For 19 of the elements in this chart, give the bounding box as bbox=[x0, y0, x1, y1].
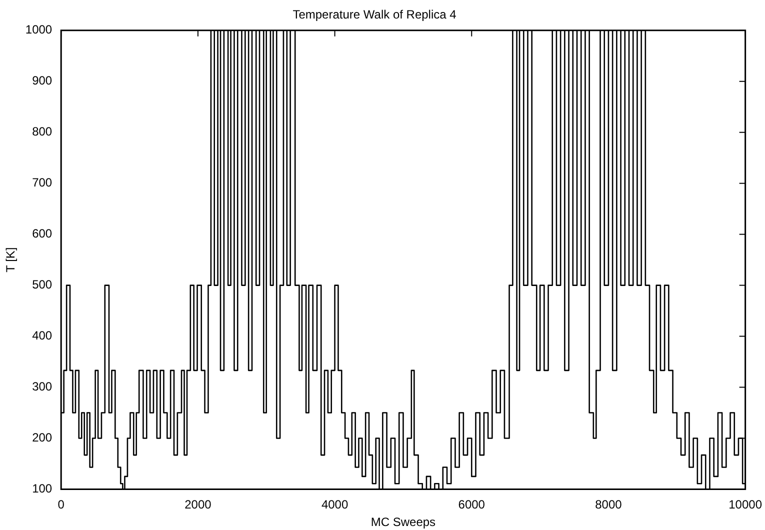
x-axis-title: MC Sweeps bbox=[370, 515, 436, 530]
y-tick-label: 600 bbox=[32, 226, 52, 241]
x-tick-label: 6000 bbox=[458, 498, 486, 512]
x-tick-label: 0 bbox=[58, 498, 65, 512]
y-tick-label: 400 bbox=[32, 328, 52, 343]
x-tick-label: 2000 bbox=[184, 498, 212, 512]
y-tick-label: 200 bbox=[32, 430, 52, 445]
y-tick-label: 800 bbox=[32, 124, 52, 139]
chart-title: Temperature Walk of Replica 4 bbox=[292, 8, 457, 22]
x-tick-label: 4000 bbox=[321, 498, 348, 512]
y-tick-label: 100 bbox=[32, 482, 52, 496]
y-tick-label: 1000 bbox=[25, 22, 52, 37]
y-axis-title: T [K] bbox=[4, 247, 18, 272]
x-tick-label: 8000 bbox=[595, 498, 622, 512]
y-tick-label: 500 bbox=[32, 278, 52, 292]
y-tick-label: 700 bbox=[32, 176, 52, 190]
y-tick-label: 300 bbox=[32, 380, 52, 394]
y-tick-label: 900 bbox=[32, 74, 52, 88]
x-tick-label: 10000 bbox=[728, 498, 762, 512]
